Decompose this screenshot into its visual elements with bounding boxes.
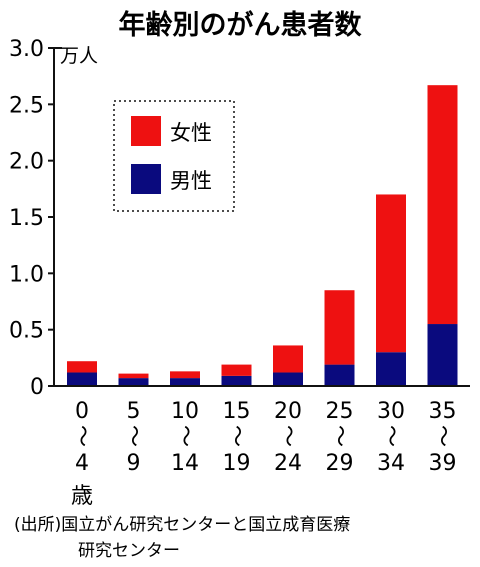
y-axis-unit-label: 万人 [60,45,98,67]
bar-segment-female [376,194,406,353]
x-tick-label-separator: 〜 [327,425,352,447]
bar-segment-female [170,371,200,379]
y-tick-label: 2.5 [9,93,44,118]
bar-segment-female [427,85,458,325]
legend-box [113,100,235,212]
bar-segment-male [324,364,355,386]
x-tick-label-start: 30 [377,399,405,424]
x-tick-label-separator: 〜 [224,425,249,447]
y-tick-label: 1.5 [9,206,44,231]
x-tick-label-end: 24 [274,451,302,476]
legend-swatch [131,116,161,146]
x-tick-label-separator: 〜 [378,425,403,447]
bar-segment-male [118,378,149,386]
x-tick-label-start: 25 [326,399,354,424]
x-tick-label-start: 35 [429,399,457,424]
y-tick-label: 1.0 [9,262,44,287]
legend-label: 女性 [170,121,212,145]
y-axis: 0 0.5 1.0 1.5 2.0 2.5 3.0 [9,37,62,400]
x-tick-label-separator: 〜 [121,425,146,447]
legend-label: 男性 [170,169,212,193]
x-tick-label-separator: 〜 [172,425,197,447]
x-tick-label-end: 29 [326,451,354,476]
bar-segment-female [67,361,97,373]
x-tick-label-end: 14 [171,451,199,476]
x-tick-label-end: 34 [377,451,405,476]
bar-segment-female [118,373,149,379]
bar-segment-male [376,352,406,386]
x-tick-label-start: 10 [171,399,199,424]
x-tick-label-end: 9 [127,451,141,476]
x-tick-label-start: 0 [75,399,89,424]
bar-segment-female [324,290,355,365]
source-note-line1: (出所)国立がん研究センターと国立成育医療 [14,515,350,535]
y-tick-label: 0 [30,375,44,400]
bar-segment-male [427,324,458,386]
x-axis-unit-label: 歳 [71,484,93,509]
x-tick-label-start: 5 [127,399,141,424]
bar-segment-male [273,372,303,386]
x-tick-label-end: 4 [75,451,89,476]
x-tick-label-separator: 〜 [69,425,94,447]
bar-segment-female [221,364,252,376]
x-tick-label-start: 20 [274,399,302,424]
bar-segment-male [67,372,97,386]
legend-swatch [131,164,161,194]
bars-group [67,85,458,386]
x-tick-label-separator: 〜 [430,425,455,447]
bar-segment-female [273,345,303,373]
y-tick-label: 3.0 [9,37,44,62]
chart-title: 年齢別のがん患者数 [119,9,363,41]
y-tick-label: 2.0 [9,150,44,175]
x-tick-label-end: 39 [429,451,457,476]
source-note-line2: 研究センター [78,541,180,561]
bar-segment-male [221,375,252,386]
y-tick-label: 0.5 [9,319,44,344]
x-tick-label-separator: 〜 [275,425,300,447]
x-tick-label-end: 19 [223,451,251,476]
bar-segment-male [170,378,200,386]
x-tick-label-start: 15 [223,399,251,424]
